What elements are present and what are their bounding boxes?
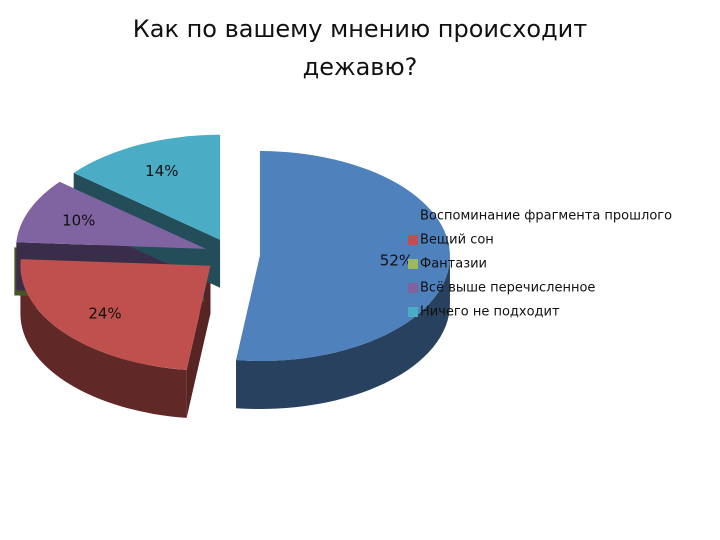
value-label: 10%: [62, 211, 95, 229]
slice-wall: [236, 256, 450, 410]
legend-label: Воспоминание фрагмента прошлого: [420, 209, 672, 224]
legend-swatch: [408, 235, 418, 245]
slice: [236, 151, 450, 362]
slice-wall: [20, 265, 187, 418]
value-label: 14%: [145, 162, 178, 180]
slice: [73, 134, 221, 240]
value-label: 24%: [88, 304, 121, 322]
tops: [14, 134, 450, 370]
legend-label: Фантазии: [420, 257, 487, 272]
legend-label: Ничего не подходит: [420, 305, 560, 320]
labels: 52% 24% 10% 14%: [62, 162, 413, 323]
value-label: 52%: [380, 251, 413, 269]
legend-swatch: [408, 211, 418, 221]
legend-swatch: [408, 259, 418, 269]
legend-label: Всё выше перечисленное: [420, 281, 595, 296]
chart-title: Как по вашему мнению происходит дежавю?: [132, 15, 588, 81]
legend-swatch: [408, 307, 418, 317]
legend-swatch: [408, 283, 418, 293]
slice: [16, 181, 206, 249]
legend-label: Вещий сон: [420, 233, 494, 248]
slice: [20, 259, 211, 370]
